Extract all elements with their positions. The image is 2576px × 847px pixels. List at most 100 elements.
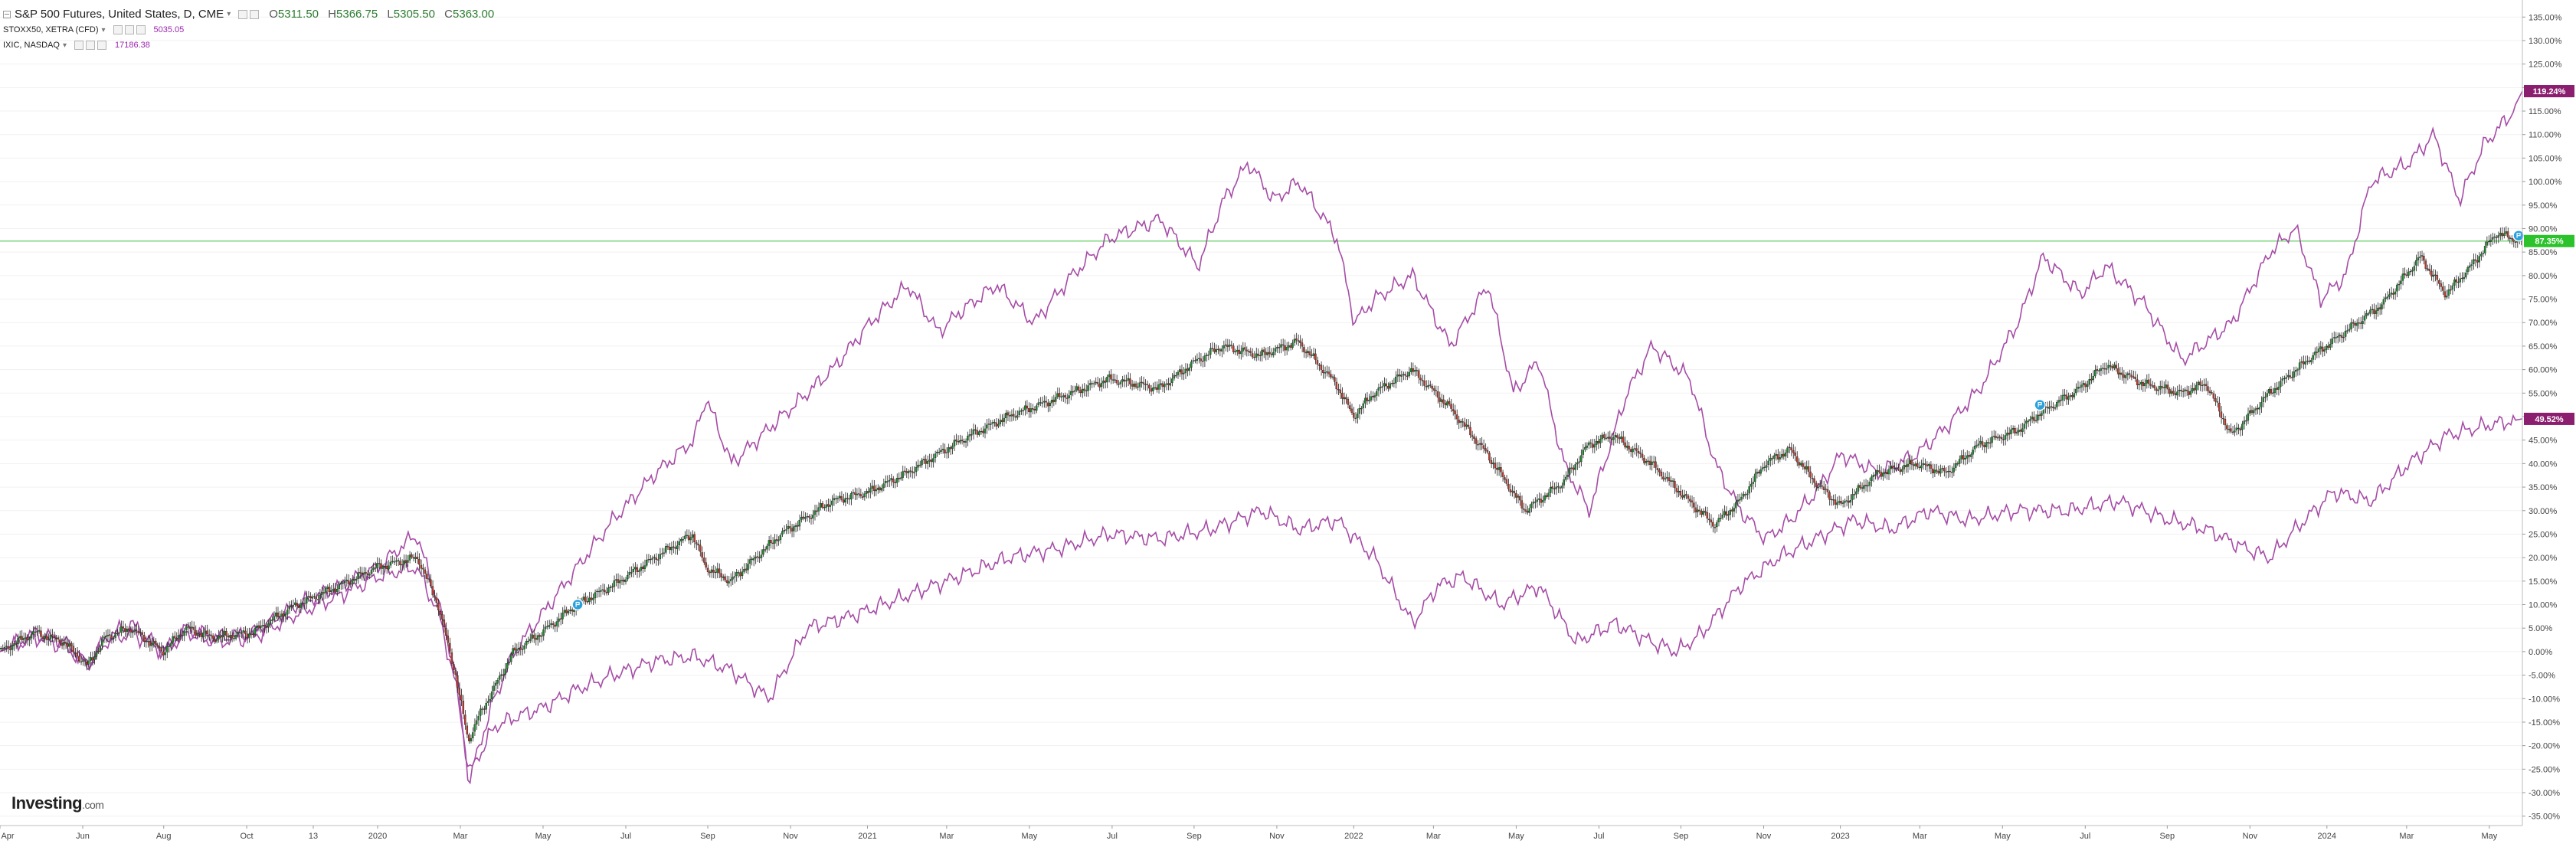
candle	[976, 427, 979, 438]
candle	[496, 677, 499, 689]
candle	[2430, 265, 2433, 281]
candle	[1471, 430, 1474, 441]
visibility-icon[interactable]	[74, 41, 83, 50]
compare-symbol[interactable]: STOXX50, XETRA (CFD)	[3, 25, 99, 34]
chevron-down-icon[interactable]: ▾	[101, 25, 106, 34]
candle	[407, 554, 409, 567]
candle	[1625, 440, 1628, 451]
candle	[1230, 340, 1232, 349]
candle	[1322, 365, 1324, 379]
candle	[1098, 378, 1101, 391]
candle	[1599, 434, 1602, 449]
x-tick-label: 13	[309, 832, 318, 841]
chevron-down-icon[interactable]: ▾	[62, 41, 67, 50]
candle	[108, 629, 111, 642]
candle	[1239, 345, 1242, 360]
event-marker-icon[interactable]	[2034, 398, 2046, 411]
x-tick-label: 2022	[1344, 832, 1363, 841]
candle	[1591, 438, 1594, 453]
settings-icon[interactable]	[250, 9, 260, 19]
candle	[2300, 356, 2303, 368]
candle	[565, 607, 568, 616]
candle	[290, 600, 293, 611]
candle	[1043, 395, 1046, 408]
candle	[1985, 440, 1988, 453]
candle	[1314, 348, 1317, 365]
candle	[756, 551, 759, 563]
candle	[2510, 235, 2513, 245]
candle	[1331, 374, 1334, 380]
candle	[1614, 431, 1617, 443]
candle	[1118, 380, 1120, 388]
candle	[1029, 403, 1032, 418]
main-symbol-title[interactable]: S&P 500 Futures, United States, D, CME	[15, 8, 224, 21]
candle	[2312, 352, 2314, 364]
candle	[234, 629, 237, 641]
candle	[760, 549, 763, 562]
candle	[1362, 400, 1365, 414]
candle	[353, 576, 355, 584]
candle	[1100, 377, 1103, 392]
candle	[1023, 401, 1026, 416]
candle	[2191, 382, 2194, 394]
collapse-icon[interactable]	[3, 10, 11, 18]
legend-compare-stoxx50[interactable]: STOXX50, XETRA (CFD) ▾ 5035.05	[3, 22, 500, 38]
x-tick-label: Aug	[156, 832, 172, 841]
candle	[195, 625, 197, 638]
candle	[468, 732, 470, 744]
candle	[797, 521, 799, 531]
candle	[1651, 456, 1653, 471]
candle	[1454, 404, 1456, 420]
y-tick-label: 75.00%	[2529, 296, 2558, 305]
chevron-down-icon[interactable]: ▾	[227, 10, 231, 18]
legend-compare-ixic[interactable]: IXIC, NASDAQ ▾ 17186.38	[3, 38, 500, 53]
compare-symbol[interactable]: IXIC, NASDAQ	[3, 41, 60, 50]
candle	[871, 479, 873, 495]
candle	[1572, 465, 1575, 476]
x-tick-label: May	[1021, 832, 1037, 841]
candle	[555, 616, 558, 633]
y-tick-label: -35.00%	[2529, 813, 2560, 822]
candle	[395, 557, 398, 567]
candle	[679, 537, 682, 546]
candle	[2227, 425, 2231, 433]
candle	[1261, 347, 1263, 362]
candle	[316, 593, 319, 604]
candle	[1882, 468, 1884, 481]
candle	[418, 553, 421, 571]
candle	[385, 561, 388, 574]
candle	[11, 641, 14, 656]
candle	[1662, 472, 1664, 482]
candle	[857, 487, 860, 499]
candle	[2457, 276, 2460, 289]
candle	[865, 488, 868, 499]
candle	[493, 681, 495, 695]
candle	[1150, 384, 1153, 396]
visibility-icon[interactable]	[238, 9, 248, 19]
event-marker-icon[interactable]	[571, 598, 584, 611]
candle	[800, 511, 803, 523]
candle	[214, 636, 216, 644]
candle	[26, 634, 29, 646]
candle	[339, 580, 342, 590]
settings-icon[interactable]	[124, 25, 134, 34]
candle	[2390, 286, 2393, 299]
candle	[1421, 374, 1424, 387]
candle	[2362, 315, 2364, 329]
y-tick-label: 135.00%	[2529, 13, 2562, 22]
settings-icon[interactable]	[86, 41, 95, 50]
candle	[2034, 414, 2038, 423]
visibility-icon[interactable]	[113, 25, 123, 34]
legend-main[interactable]: S&P 500 Futures, United States, D, CME ▾…	[3, 6, 500, 22]
candle	[1396, 368, 1399, 383]
grid	[0, 16, 2522, 817]
candle	[1727, 510, 1730, 521]
close-icon[interactable]	[97, 41, 106, 50]
candle	[430, 574, 432, 588]
candle	[1278, 343, 1281, 354]
candle	[2105, 362, 2108, 375]
close-icon[interactable]	[136, 25, 146, 34]
candle	[431, 580, 434, 598]
